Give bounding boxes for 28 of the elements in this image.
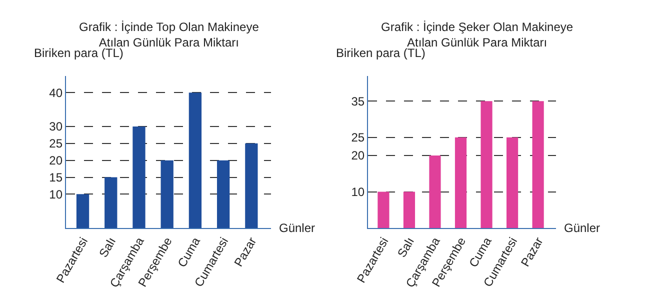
bar (454, 137, 467, 228)
bar (216, 160, 230, 228)
bar (480, 101, 492, 228)
y-tick-label: 35 (351, 94, 365, 108)
bar (378, 192, 390, 228)
bar (506, 137, 518, 228)
y-axis-title: Biriken para (TL) (336, 46, 426, 60)
x-axis-title: Günler (564, 221, 600, 235)
y-tick-label: 10 (49, 187, 63, 202)
bar (188, 92, 202, 228)
bar (245, 143, 258, 228)
y-tick-label: 25 (351, 130, 365, 145)
y-tick-label: 20 (49, 154, 63, 168)
bar (403, 192, 416, 228)
bar (76, 194, 90, 228)
bar (532, 101, 544, 228)
bar (104, 177, 118, 228)
y-tick-label: 10 (351, 184, 365, 199)
bar (160, 160, 174, 228)
y-tick-label: 25 (49, 136, 63, 151)
y-tick-label: 15 (49, 170, 63, 184)
y-tick-label: 20 (351, 148, 365, 163)
y-axis-title: Biriken para (TL) (34, 46, 124, 60)
x-axis-title: Günler (279, 221, 316, 235)
bar (132, 126, 146, 228)
y-tick-label: 40 (49, 86, 63, 100)
bar (429, 156, 441, 228)
y-tick-label: 30 (49, 120, 63, 134)
